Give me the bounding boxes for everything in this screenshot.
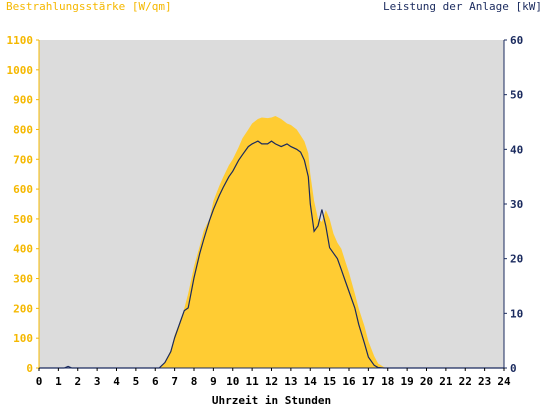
left-tick-label: 200 <box>13 302 33 315</box>
x-tick-label: 10 <box>226 375 239 388</box>
x-tick-label: 0 <box>36 375 43 388</box>
x-tick-label: 3 <box>94 375 101 388</box>
tick-labels: 0100200300400500600700800900100011000102… <box>7 34 524 388</box>
right-tick-label: 60 <box>510 34 523 47</box>
x-tick-label: 21 <box>439 375 453 388</box>
x-tick-label: 17 <box>362 375 375 388</box>
right-tick-label: 20 <box>510 253 523 266</box>
axes <box>36 39 507 371</box>
left-tick-label: 1100 <box>7 34 34 47</box>
left-tick-label: 600 <box>13 183 33 196</box>
x-tick-label: 4 <box>113 375 120 388</box>
left-tick-label: 0 <box>26 362 33 375</box>
x-tick-label: 23 <box>478 375 491 388</box>
x-axis-title: Uhrzeit in Stunden <box>212 394 331 407</box>
left-tick-label: 900 <box>13 94 33 107</box>
x-tick-label: 18 <box>381 375 394 388</box>
x-tick-label: 19 <box>401 375 414 388</box>
x-tick-label: 11 <box>246 375 260 388</box>
x-tick-label: 8 <box>191 375 198 388</box>
left-tick-label: 700 <box>13 153 33 166</box>
x-tick-label: 1 <box>55 375 62 388</box>
x-tick-label: 9 <box>210 375 217 388</box>
x-tick-label: 16 <box>342 375 356 388</box>
x-tick-label: 2 <box>74 375 81 388</box>
left-tick-label: 500 <box>13 213 33 226</box>
left-tick-label: 800 <box>13 123 33 136</box>
x-tick-label: 14 <box>304 375 318 388</box>
left-tick-label: 100 <box>13 332 33 345</box>
left-tick-label: 300 <box>13 273 33 286</box>
x-tick-label: 15 <box>323 375 336 388</box>
x-tick-label: 22 <box>459 375 472 388</box>
right-tick-label: 0 <box>510 362 517 375</box>
right-tick-label: 30 <box>510 198 523 211</box>
right-tick-label: 10 <box>510 307 523 320</box>
x-tick-label: 13 <box>284 375 297 388</box>
right-tick-label: 40 <box>510 143 523 156</box>
left-tick-label: 1000 <box>7 64 34 77</box>
x-tick-label: 6 <box>152 375 159 388</box>
x-tick-label: 12 <box>265 375 278 388</box>
power-line <box>39 140 504 369</box>
left-tick-label: 400 <box>13 243 33 256</box>
x-tick-label: 20 <box>420 375 433 388</box>
x-tick-label: 5 <box>133 375 140 388</box>
right-axis-title: Leistung der Anlage [kW] <box>383 0 542 13</box>
left-axis-title: Bestrahlungsstärke [W/qm] <box>6 0 172 13</box>
x-tick-label: 7 <box>171 375 178 388</box>
right-tick-label: 50 <box>510 89 523 102</box>
x-tick-label: 24 <box>497 375 511 388</box>
irradiance-area <box>39 116 504 368</box>
